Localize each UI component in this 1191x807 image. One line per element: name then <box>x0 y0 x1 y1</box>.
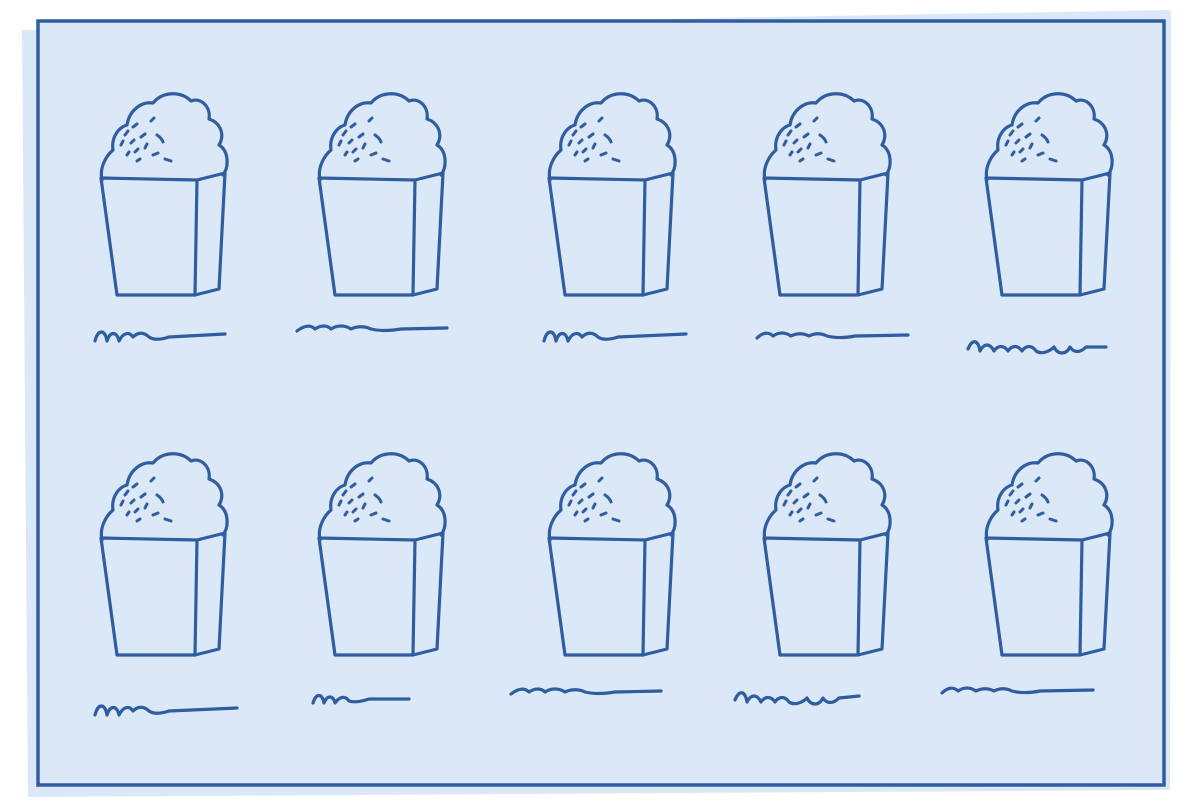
scribble-label <box>940 686 1095 695</box>
scribble-label <box>295 324 449 333</box>
scribble-label <box>509 687 663 696</box>
scribble-label <box>755 331 910 340</box>
scribble-label <box>93 330 227 343</box>
scribble-label <box>733 691 861 706</box>
scribble-label <box>93 704 239 717</box>
scribble-label <box>542 330 688 343</box>
card-frame <box>36 19 1166 787</box>
scribble-label <box>311 693 411 705</box>
scribble-label <box>966 340 1108 355</box>
